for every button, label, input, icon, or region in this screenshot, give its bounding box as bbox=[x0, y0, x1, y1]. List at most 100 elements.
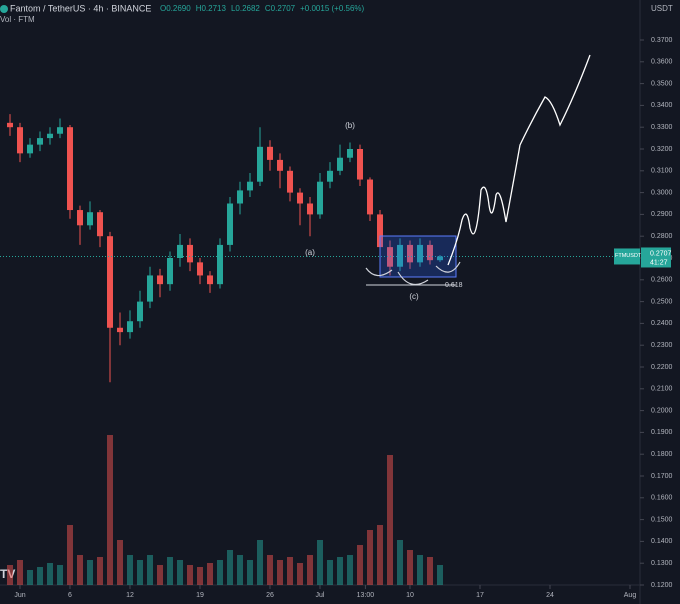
volume-bar bbox=[87, 560, 93, 585]
volume-bar bbox=[37, 567, 43, 585]
x-tick-label: 6 bbox=[68, 592, 72, 599]
price-label-box bbox=[614, 248, 640, 265]
y-tick-label: 0.3700 bbox=[651, 37, 673, 44]
candle-body bbox=[57, 127, 63, 134]
candle-body bbox=[327, 170, 333, 182]
volume-bar bbox=[107, 435, 113, 585]
candle-body bbox=[187, 244, 193, 263]
candle-body bbox=[97, 212, 103, 237]
volume-bar bbox=[77, 555, 83, 585]
volume-bar bbox=[237, 555, 243, 585]
volume-bar bbox=[67, 525, 73, 585]
plot bbox=[0, 114, 640, 585]
candle-body bbox=[177, 244, 183, 258]
volume-bar bbox=[7, 565, 13, 585]
candle-body bbox=[47, 133, 53, 139]
y-tick-label: 0.3000 bbox=[651, 189, 673, 196]
x-tick-label: Aug bbox=[624, 592, 637, 599]
candle-body bbox=[167, 258, 173, 285]
candle-body bbox=[117, 327, 123, 333]
volume-bar bbox=[47, 563, 53, 585]
x-tick-label: Jul bbox=[316, 592, 325, 599]
ohlc-value: H0.2713 bbox=[196, 4, 227, 13]
ohlc-value: +0.0015 (+0.56%) bbox=[300, 4, 364, 13]
volume-bar bbox=[127, 555, 133, 585]
y-tick-label: 0.3200 bbox=[651, 146, 673, 153]
currency: USDT bbox=[651, 4, 673, 13]
y-tick-label: 0.1600 bbox=[651, 495, 673, 502]
y-tick-label: 0.1700 bbox=[651, 473, 673, 480]
candle-body bbox=[247, 181, 253, 191]
ohlc-value: O0.2690 bbox=[160, 4, 191, 13]
candle-body bbox=[227, 203, 233, 245]
volume-bar bbox=[97, 557, 103, 585]
annotation: (a) bbox=[305, 248, 315, 257]
volume-bar bbox=[357, 545, 363, 585]
ohlc-value: L0.2682 bbox=[231, 4, 260, 13]
candle-body bbox=[267, 146, 273, 160]
volume-bar bbox=[197, 567, 203, 585]
volume-bar bbox=[207, 563, 213, 585]
range-box bbox=[379, 235, 457, 278]
volume-bar bbox=[417, 555, 423, 585]
y-tick-label: 0.1500 bbox=[651, 516, 673, 523]
volume-bar bbox=[267, 555, 273, 585]
candle-body bbox=[27, 144, 33, 154]
y-tick-label: 0.2900 bbox=[651, 211, 673, 218]
volume-bar bbox=[337, 557, 343, 585]
y-tick-label: 0.1200 bbox=[651, 582, 673, 589]
candle-body bbox=[197, 262, 203, 276]
y-tick-label: 0.2800 bbox=[651, 233, 673, 240]
volume-bar bbox=[147, 555, 153, 585]
volume-bar bbox=[317, 540, 323, 585]
symbol-icon bbox=[0, 5, 8, 13]
x-tick-label: 12 bbox=[126, 592, 134, 599]
x-tick-label: Jun bbox=[14, 592, 25, 599]
y-tick-label: 0.3300 bbox=[651, 124, 673, 131]
price-label-value: 0.2707 bbox=[650, 250, 672, 257]
candle-body bbox=[317, 181, 323, 215]
candle-body bbox=[337, 157, 343, 171]
volume-bar bbox=[117, 540, 123, 585]
candle-body bbox=[217, 244, 223, 285]
candle-body bbox=[437, 256, 443, 261]
candle-body bbox=[237, 190, 243, 204]
volume-bar bbox=[257, 540, 263, 585]
candle-body bbox=[77, 210, 83, 226]
annotation: (b) bbox=[345, 121, 355, 130]
candle-body bbox=[427, 244, 433, 261]
candle-body bbox=[347, 149, 353, 158]
annotation: 0.618 bbox=[445, 282, 463, 289]
y-tick-label: 0.1400 bbox=[651, 538, 673, 545]
volume-bar bbox=[17, 560, 23, 585]
y-tick-label: 0.3600 bbox=[651, 59, 673, 66]
price-label-countdown: 41:27 bbox=[650, 259, 668, 266]
volume-bar bbox=[397, 540, 403, 585]
volume-bar bbox=[227, 550, 233, 585]
y-tick-label: 0.3500 bbox=[651, 80, 673, 87]
candle-body bbox=[297, 192, 303, 204]
candle-body bbox=[147, 275, 153, 302]
y-tick-label: 0.1800 bbox=[651, 451, 673, 458]
volume-bar bbox=[247, 560, 253, 585]
candle-body bbox=[17, 127, 23, 154]
price-label-box bbox=[641, 247, 671, 268]
candle-body bbox=[257, 146, 263, 182]
candle-body bbox=[277, 159, 283, 171]
projection-path bbox=[447, 54, 591, 266]
y-tick-label: 0.3100 bbox=[651, 168, 673, 175]
volume-bar bbox=[427, 557, 433, 585]
volume-bar bbox=[307, 555, 313, 585]
wave-arcs bbox=[365, 261, 461, 286]
y-tick-label: 0.2000 bbox=[651, 407, 673, 414]
candle-body bbox=[37, 138, 43, 145]
y-tick-label: 0.2400 bbox=[651, 320, 673, 327]
y-tick-label: 0.2300 bbox=[651, 342, 673, 349]
candle-body bbox=[287, 170, 293, 193]
volume-bar bbox=[167, 557, 173, 585]
candle-body bbox=[397, 244, 403, 267]
x-tick-label: 26 bbox=[266, 592, 274, 599]
